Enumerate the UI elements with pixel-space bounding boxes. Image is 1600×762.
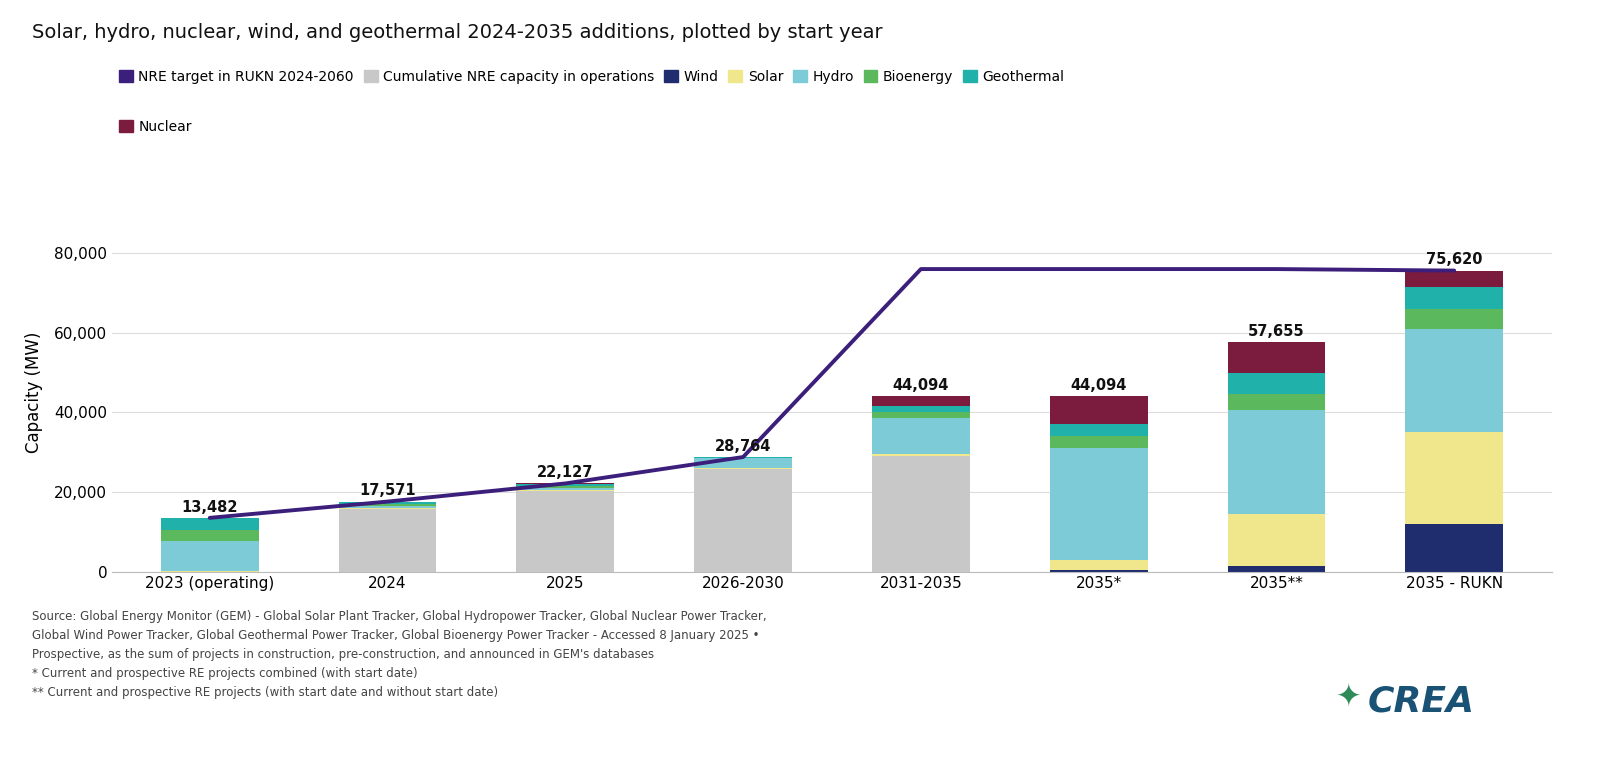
Bar [1227,410,1325,514]
Bar [517,486,614,488]
Bar [872,412,970,418]
Text: 28,764: 28,764 [715,439,771,454]
Bar [872,396,970,406]
Bar [339,507,437,508]
Bar [1227,565,1325,572]
Bar [339,506,437,507]
Bar [872,454,970,456]
Bar [517,490,614,491]
Text: CREA: CREA [1368,684,1475,718]
Bar [1405,309,1502,328]
Bar [872,456,970,572]
Y-axis label: Capacity (MW): Capacity (MW) [26,331,43,453]
Bar [1227,373,1325,395]
Bar [1050,424,1147,436]
Text: Solar, hydro, nuclear, wind, and geothermal 2024-2035 additions, plotted by star: Solar, hydro, nuclear, wind, and geother… [32,23,883,42]
Bar [1050,448,1147,559]
Text: 44,094: 44,094 [1070,378,1126,393]
Bar [162,541,259,571]
Bar [1050,436,1147,448]
Bar [1050,569,1147,572]
Bar [1227,395,1325,410]
Bar [162,530,259,541]
Bar [162,571,259,572]
Bar [872,406,970,412]
Text: 44,094: 44,094 [893,378,949,393]
Bar [1050,396,1147,424]
Text: 22,127: 22,127 [538,466,594,480]
Legend: Nuclear: Nuclear [118,120,192,134]
Text: Source: Global Energy Monitor (GEM) - Global Solar Plant Tracker, Global Hydropo: Source: Global Energy Monitor (GEM) - Gl… [32,610,766,699]
Bar [1405,328,1502,432]
Text: ✦: ✦ [1336,683,1362,712]
Bar [339,504,437,506]
Text: 17,571: 17,571 [360,483,416,498]
Bar [517,488,614,490]
Bar [162,518,259,530]
Bar [517,483,614,485]
Bar [1050,559,1147,569]
Bar [694,458,792,468]
Bar [1405,523,1502,572]
Bar [694,469,792,572]
Text: 75,620: 75,620 [1426,252,1483,267]
Bar [1227,342,1325,373]
Bar [694,468,792,469]
Bar [1405,271,1502,287]
Text: 13,482: 13,482 [181,500,238,514]
Bar [517,491,614,572]
Bar [872,418,970,454]
Bar [1405,287,1502,309]
Bar [339,501,437,504]
Text: 57,655: 57,655 [1248,324,1304,339]
Bar [1405,432,1502,523]
Bar [1227,514,1325,565]
Bar [517,485,614,486]
Bar [339,508,437,572]
